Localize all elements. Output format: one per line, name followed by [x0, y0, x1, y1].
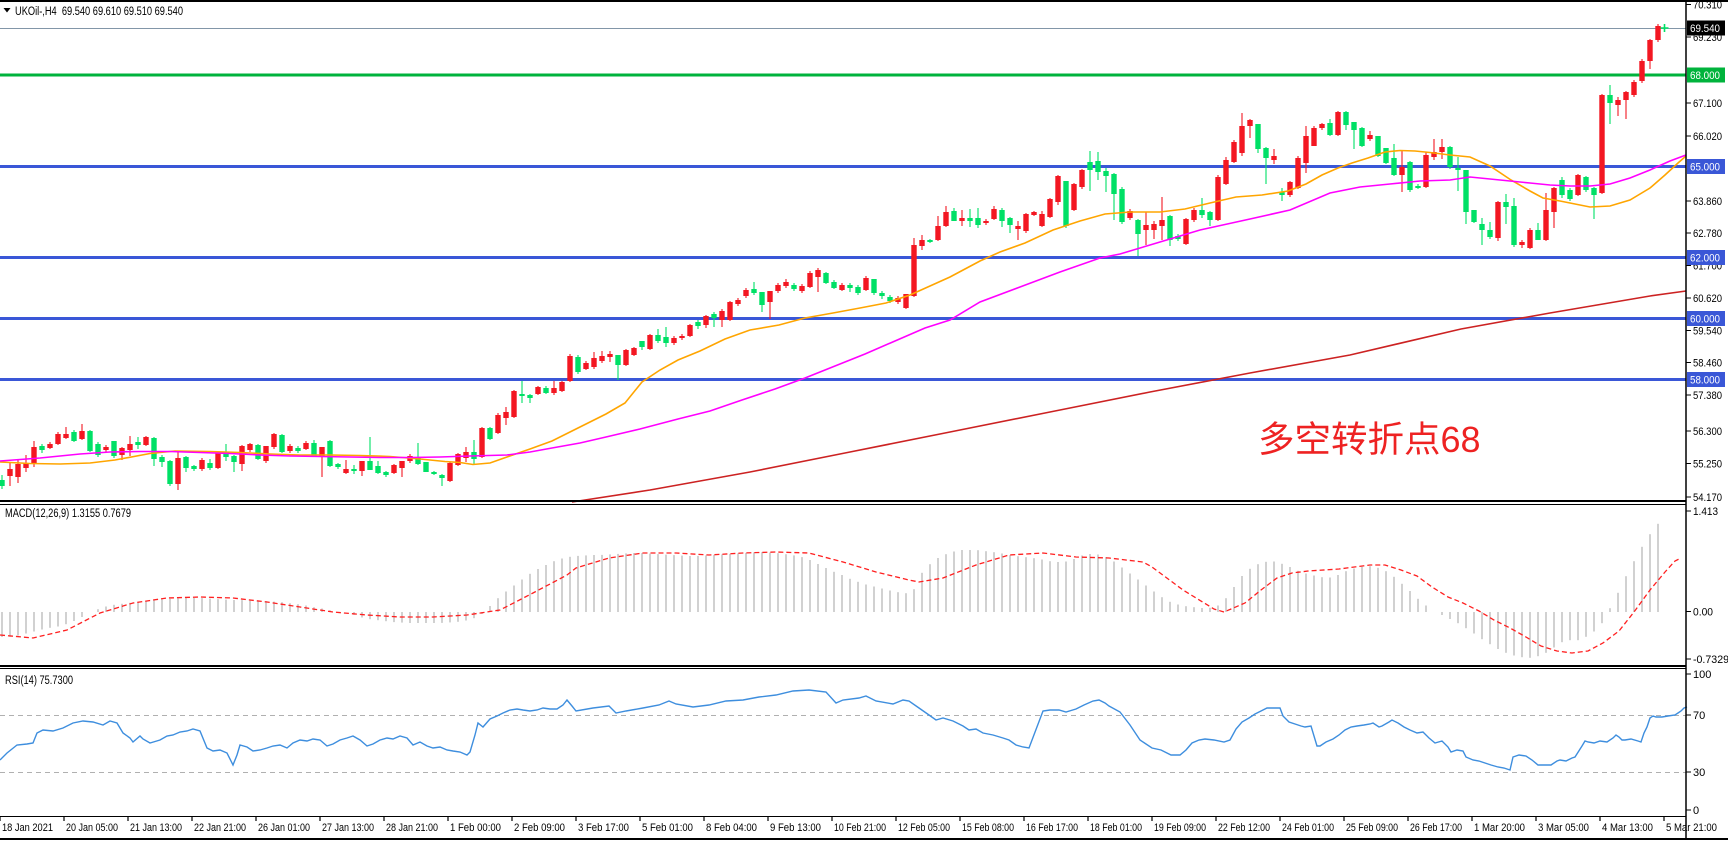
svg-text:24 Feb 01:00: 24 Feb 01:00 — [1282, 822, 1334, 834]
svg-text:59.540: 59.540 — [1693, 326, 1722, 338]
svg-text:65.000: 65.000 — [1690, 162, 1720, 174]
svg-text:68.000: 68.000 — [1690, 70, 1720, 82]
svg-text:22 Feb 12:00: 22 Feb 12:00 — [1218, 822, 1270, 834]
svg-text:1 Mar 20:00: 1 Mar 20:00 — [1474, 822, 1525, 834]
svg-text:12 Feb 05:00: 12 Feb 05:00 — [898, 822, 950, 834]
svg-text:18 Feb 01:00: 18 Feb 01:00 — [1090, 822, 1142, 834]
svg-text:57.380: 57.380 — [1693, 390, 1722, 402]
svg-text:70: 70 — [1693, 710, 1705, 722]
svg-text:62.780: 62.780 — [1693, 228, 1722, 240]
svg-text:1.413: 1.413 — [1693, 506, 1718, 518]
svg-text:RSI(14) 75.7300: RSI(14) 75.7300 — [5, 675, 73, 687]
svg-text:21 Jan 13:00: 21 Jan 13:00 — [130, 822, 182, 834]
svg-text:58.460: 58.460 — [1693, 358, 1722, 370]
svg-text:68: 68 — [1441, 419, 1481, 460]
svg-text:60.620: 60.620 — [1693, 293, 1722, 305]
svg-text:27 Jan 13:00: 27 Jan 13:00 — [322, 822, 374, 834]
svg-text:3 Mar 05:00: 3 Mar 05:00 — [1538, 822, 1589, 834]
svg-text:60.000: 60.000 — [1690, 314, 1720, 326]
svg-text:9 Feb 13:00: 9 Feb 13:00 — [770, 822, 821, 834]
svg-text:5 Feb 01:00: 5 Feb 01:00 — [642, 822, 693, 834]
svg-text:19 Feb 09:00: 19 Feb 09:00 — [1154, 822, 1206, 834]
svg-text:MACD(12,26,9) 1.3155 0.7679: MACD(12,26,9) 1.3155 0.7679 — [5, 508, 131, 520]
svg-text:66.020: 66.020 — [1693, 131, 1722, 143]
svg-text:54.170: 54.170 — [1693, 492, 1722, 504]
svg-text:67.100: 67.100 — [1693, 98, 1722, 110]
svg-text:18 Jan 2021: 18 Jan 2021 — [2, 822, 53, 834]
svg-text:4 Mar 13:00: 4 Mar 13:00 — [1602, 822, 1653, 834]
svg-text:62.000: 62.000 — [1690, 253, 1720, 265]
svg-text:16 Feb 17:00: 16 Feb 17:00 — [1026, 822, 1078, 834]
svg-text:1 Feb 00:00: 1 Feb 00:00 — [450, 822, 501, 834]
svg-text:30: 30 — [1693, 767, 1705, 779]
svg-text:22 Jan 21:00: 22 Jan 21:00 — [194, 822, 246, 834]
svg-text:UKOil-,H4 69.540 69.610 69.51: UKOil-,H4 69.540 69.610 69.510 69.540 — [15, 6, 183, 18]
svg-text:58.000: 58.000 — [1690, 375, 1720, 387]
svg-text:8 Feb 04:00: 8 Feb 04:00 — [706, 822, 757, 834]
svg-text:56.300: 56.300 — [1693, 426, 1722, 438]
svg-text:26 Jan 01:00: 26 Jan 01:00 — [258, 822, 310, 834]
svg-text:100: 100 — [1693, 669, 1711, 681]
svg-text:2 Feb 09:00: 2 Feb 09:00 — [514, 822, 565, 834]
svg-text:70.310: 70.310 — [1693, 0, 1722, 12]
svg-text:63.860: 63.860 — [1693, 196, 1722, 208]
svg-text:55.250: 55.250 — [1693, 459, 1722, 471]
svg-text:3 Feb 17:00: 3 Feb 17:00 — [578, 822, 629, 834]
svg-text:26 Feb 17:00: 26 Feb 17:00 — [1410, 822, 1462, 834]
svg-text:25 Feb 09:00: 25 Feb 09:00 — [1346, 822, 1398, 834]
svg-text:10 Feb 21:00: 10 Feb 21:00 — [834, 822, 886, 834]
svg-text:28 Jan 21:00: 28 Jan 21:00 — [386, 822, 438, 834]
svg-text:0.00: 0.00 — [1693, 607, 1713, 619]
svg-text:20 Jan 05:00: 20 Jan 05:00 — [66, 822, 118, 834]
svg-text:69.540: 69.540 — [1690, 23, 1720, 35]
svg-text:5 Mar 21:00: 5 Mar 21:00 — [1666, 822, 1717, 834]
svg-text:0: 0 — [1693, 805, 1699, 817]
svg-text:15 Feb 08:00: 15 Feb 08:00 — [962, 822, 1014, 834]
svg-text:-0.7329: -0.7329 — [1693, 654, 1728, 666]
